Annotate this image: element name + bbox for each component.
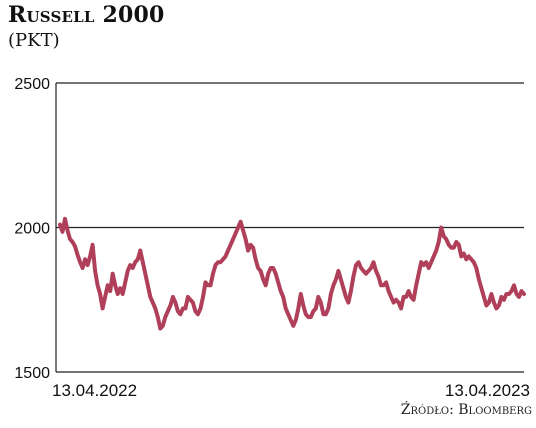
y-tick-labels: 1500 2000 2500 [14, 76, 50, 382]
russell-2000-series-line [58, 216, 526, 331]
y-tick-label: 2500 [14, 76, 50, 93]
grid-lines [56, 82, 524, 373]
chart-unit: (PKT) [8, 30, 60, 51]
series-group [58, 216, 526, 331]
chart-title: Russell 2000 [8, 2, 165, 28]
y-tick-label: 1500 [14, 365, 50, 382]
y-tick-label: 2000 [14, 221, 50, 238]
x-tick-label-start: 13.04.2022 [52, 381, 137, 400]
x-tick-label-end: 13.04.2023 [445, 381, 530, 400]
x-tick-labels: 13.04.2022 13.04.2023 [52, 381, 530, 400]
source-note: Źródło: Bloomberg [400, 402, 532, 418]
